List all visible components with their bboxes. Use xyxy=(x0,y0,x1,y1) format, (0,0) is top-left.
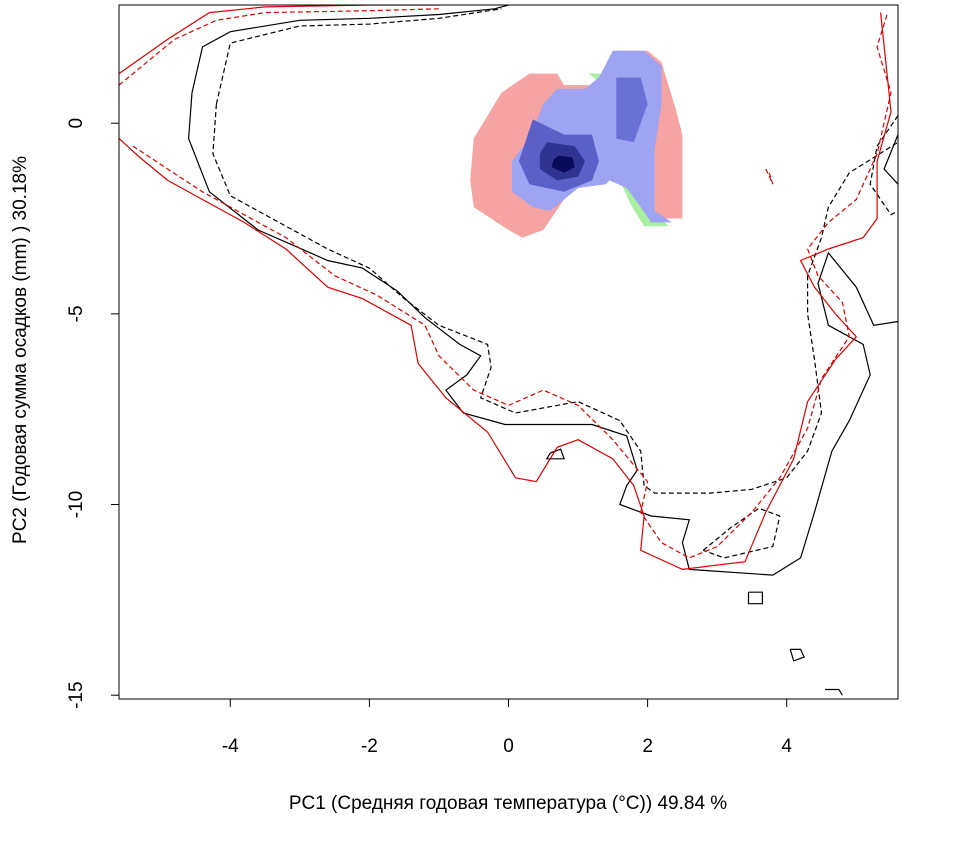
x-tick-label: 0 xyxy=(503,736,514,757)
contour-line-7 xyxy=(545,448,565,460)
y-tick-label: 0 xyxy=(66,118,87,129)
y-tick-label: -15 xyxy=(66,681,87,708)
y-axis-title: PC2 (Годовая сумма осадков (mm) ) 30.18% xyxy=(10,156,31,544)
contour-line-8 xyxy=(747,591,763,605)
contour-line-1 xyxy=(187,92,898,576)
contour-line-2 xyxy=(215,8,502,105)
heatmap-layer xyxy=(470,50,683,238)
contour-line-6 xyxy=(883,134,898,185)
contour-line-11 xyxy=(119,5,439,75)
x-tick-label: -4 xyxy=(222,736,239,757)
y-tick-label: -5 xyxy=(66,305,87,322)
y-tick-label: -10 xyxy=(66,491,87,518)
contour-line-9 xyxy=(789,648,805,662)
contour-line-5 xyxy=(702,507,781,559)
x-tick-label: 4 xyxy=(781,736,792,757)
x-tick-label: 2 xyxy=(642,736,653,757)
contour-layer xyxy=(119,5,898,696)
contour-line-0 xyxy=(191,5,509,93)
contour-line-15 xyxy=(765,168,774,185)
y-axis: 0 -5 -10 -15 xyxy=(66,118,120,709)
x-axis: -4 -2 0 2 4 xyxy=(222,698,792,757)
contour-line-13 xyxy=(119,8,439,86)
contour-line-3 xyxy=(212,104,898,494)
contour-line-10 xyxy=(825,688,843,696)
x-axis-title: PC1 (Средняя годовая температура (°C)) 4… xyxy=(289,793,727,814)
x-tick-label: -2 xyxy=(361,736,378,757)
heatmap-patch-5 xyxy=(616,77,648,143)
contour-line-12 xyxy=(119,12,892,571)
heatmap-patch-8 xyxy=(551,155,575,173)
contour-line-14 xyxy=(132,12,892,559)
